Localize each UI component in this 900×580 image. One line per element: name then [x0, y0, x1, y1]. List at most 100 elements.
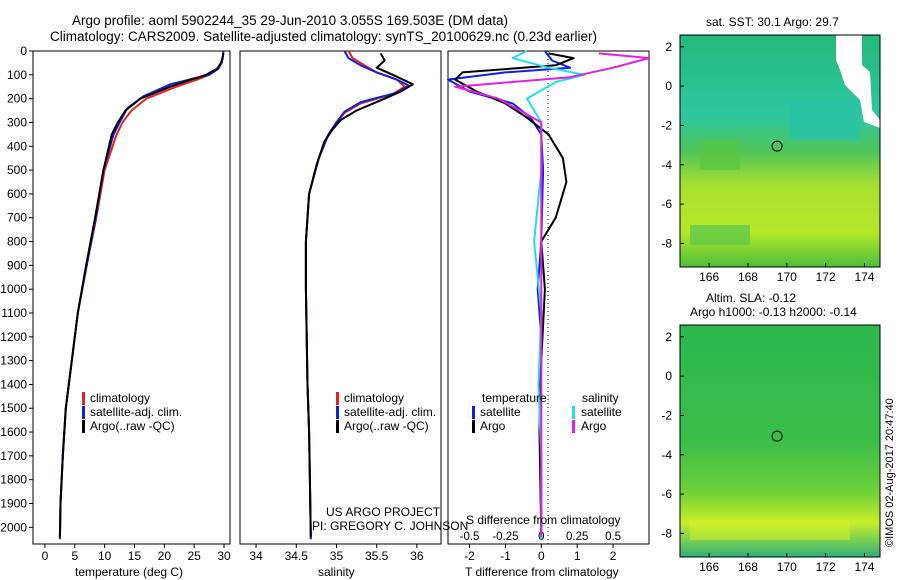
legend-temp-satellite: satellite — [480, 405, 521, 419]
depth-tick-label: 1500 — [0, 401, 27, 415]
series-line-argo-raw-qc- — [304, 52, 414, 537]
difference-plot-frame — [447, 50, 650, 545]
salinity-diff-tick-label: -0.25 — [492, 531, 518, 543]
map-y-tick-label: -8 — [661, 526, 672, 540]
salinity-x-axis: 34 34.5 35 35.5 36 — [249, 544, 424, 563]
temperature-x-tick-label: 25 — [188, 549, 202, 563]
depth-tick-label: 1600 — [0, 425, 27, 439]
temperature-series — [58, 50, 225, 540]
map-x-tick-label: 172 — [816, 270, 836, 284]
salinity-legend: climatology satellite-adj. clim. Argo(..… — [336, 391, 436, 433]
map-x-tick-label: 168 — [738, 270, 758, 284]
sla-patch — [690, 520, 850, 540]
map-y-tick-label: -4 — [661, 448, 672, 462]
salinity-plot-frame — [239, 50, 442, 545]
credit-line1: US ARGO PROJECT — [326, 505, 441, 519]
depth-tick-label: 500 — [7, 163, 27, 177]
legend-swatch-temp-satellite — [472, 406, 475, 419]
difference-panel: -2 -1 0 1 2-0.5 -0.25 0 0.25 0.5 S difference fr… — [447, 50, 650, 579]
sla-map-frame — [679, 324, 881, 558]
sla-map-title-line1: Altim. SLA: -0.12 — [706, 291, 796, 305]
difference-x-axis: -2 -1 0 1 2-0.5 -0.25 0 0.25 0.5 — [460, 531, 621, 563]
depth-tick-label: 1400 — [0, 377, 27, 391]
map-y-tick-label: -6 — [661, 197, 672, 211]
salinity-axis-label: salinity — [318, 565, 355, 579]
map-y-tick-label: -8 — [661, 236, 672, 250]
depth-tick-label: 1000 — [0, 282, 27, 296]
difference-x-tick-label: 0 — [538, 549, 545, 563]
series-line-temperature-satellite — [447, 50, 571, 540]
legend-satellite-adj: satellite-adj. clim. — [344, 405, 436, 419]
sla-heatmap — [680, 325, 880, 557]
sst-map-frame — [679, 34, 881, 268]
salinity-diff-tick-label: 0.5 — [605, 531, 621, 543]
map-y-tick-label: -4 — [661, 158, 672, 172]
map-y-tick-label: -6 — [661, 487, 672, 501]
sla-map-panel: Altim. SLA: -0.12 Argo h1000: -0.13 h200… — [661, 291, 881, 574]
map-x-tick-label: 172 — [816, 560, 836, 574]
legend-sal-argo: Argo — [581, 419, 607, 433]
depth-tick-label: 1100 — [1, 306, 27, 320]
depth-tick-label: 200 — [7, 92, 27, 106]
salinity-x-tick-label: 36 — [410, 549, 424, 563]
temperature-x-axis: 0 5 10 15 20 25 30 — [42, 544, 231, 563]
temperature-x-tick-label: 20 — [158, 549, 172, 563]
map-x-tick-label: 166 — [699, 560, 719, 574]
series-line-salinity-argo — [454, 52, 650, 537]
credit-line2: PI: GREGORY C. JOHNSON — [312, 519, 468, 533]
temperature-x-tick-label: 30 — [217, 549, 231, 563]
depth-tick-label: 1300 — [0, 354, 27, 368]
difference-x-tick-label: 2 — [610, 549, 617, 563]
legend-sal-satellite: satellite — [581, 405, 622, 419]
sst-patch — [790, 100, 860, 140]
depth-tick-label: 800 — [7, 235, 27, 249]
series-line-satellite-adj-clim- — [58, 50, 225, 540]
depth-tick-label: 0 — [20, 44, 27, 58]
legend-swatch-climatology — [336, 392, 339, 405]
sst-patch — [690, 225, 750, 245]
legend-swatch-satellite-adj — [336, 406, 339, 419]
map-y-tick-label: 2 — [665, 40, 672, 54]
depth-tick-label: 900 — [7, 258, 27, 272]
map-y-tick-label: 0 — [665, 369, 672, 383]
legend-swatch-satellite-adj — [82, 406, 85, 419]
salinity-diff-tick-label: -0.5 — [460, 531, 480, 543]
map-x-tick-label: 174 — [854, 560, 874, 574]
depth-tick-label: 2000 — [0, 520, 27, 534]
depth-tick-label: 1800 — [0, 473, 27, 487]
temperature-diff-axis-label: T difference from climatology — [465, 565, 619, 579]
map-y-tick-label: 0 — [665, 79, 672, 93]
salinity-x-tick-label: 35 — [330, 549, 344, 563]
depth-tick-label: 1900 — [0, 497, 27, 511]
difference-x-tick-label: -1 — [500, 549, 511, 563]
sst-patch — [700, 140, 740, 170]
legend-swatch-argo — [336, 420, 339, 433]
legend-salinity-header: salinity — [582, 391, 619, 405]
legend-swatch-sal-satellite — [572, 406, 575, 419]
difference-x-tick-label: 1 — [574, 549, 581, 563]
depth-tick-label: 300 — [7, 115, 27, 129]
legend-swatch-climatology — [82, 392, 85, 405]
legend-swatch-temp-argo — [472, 420, 475, 433]
temperature-axis-label: temperature (deg C) — [75, 565, 183, 579]
salinity-x-tick-label: 34 — [249, 549, 263, 563]
series-line-climatology — [58, 50, 225, 540]
depth-tick-label: 1200 — [0, 330, 27, 344]
timestamp-credit: ©IMOS 02-Aug-2017 20:47:40 — [884, 398, 896, 547]
depth-tick-label: 600 — [7, 187, 27, 201]
legend-climatology: climatology — [344, 391, 404, 405]
temperature-x-tick-label: 15 — [128, 549, 142, 563]
legend-swatch-argo — [82, 420, 85, 433]
map-y-tick-label: -2 — [661, 118, 672, 132]
sst-map-panel: sat. SST: 30.1 Argo: 29.7 166 168 170 172 17… — [661, 15, 881, 284]
sla-map-title-line2: Argo h1000: -0.13 h2000: -0.14 — [690, 305, 857, 319]
difference-series — [447, 50, 650, 540]
map-x-tick-label: 170 — [777, 560, 797, 574]
legend-climatology: climatology — [90, 391, 150, 405]
sst-argo-location-marker — [771, 140, 783, 152]
depth-tick-label: 100 — [7, 68, 27, 82]
legend-argo: Argo(..raw -QC) — [90, 419, 175, 433]
series-line-argo-raw-qc- — [58, 53, 225, 537]
temperature-x-tick-label: 0 — [42, 549, 49, 563]
sla-map-axes: 166 168 170 172 174 2 0 -2 -4 -6 -8 — [661, 330, 874, 574]
